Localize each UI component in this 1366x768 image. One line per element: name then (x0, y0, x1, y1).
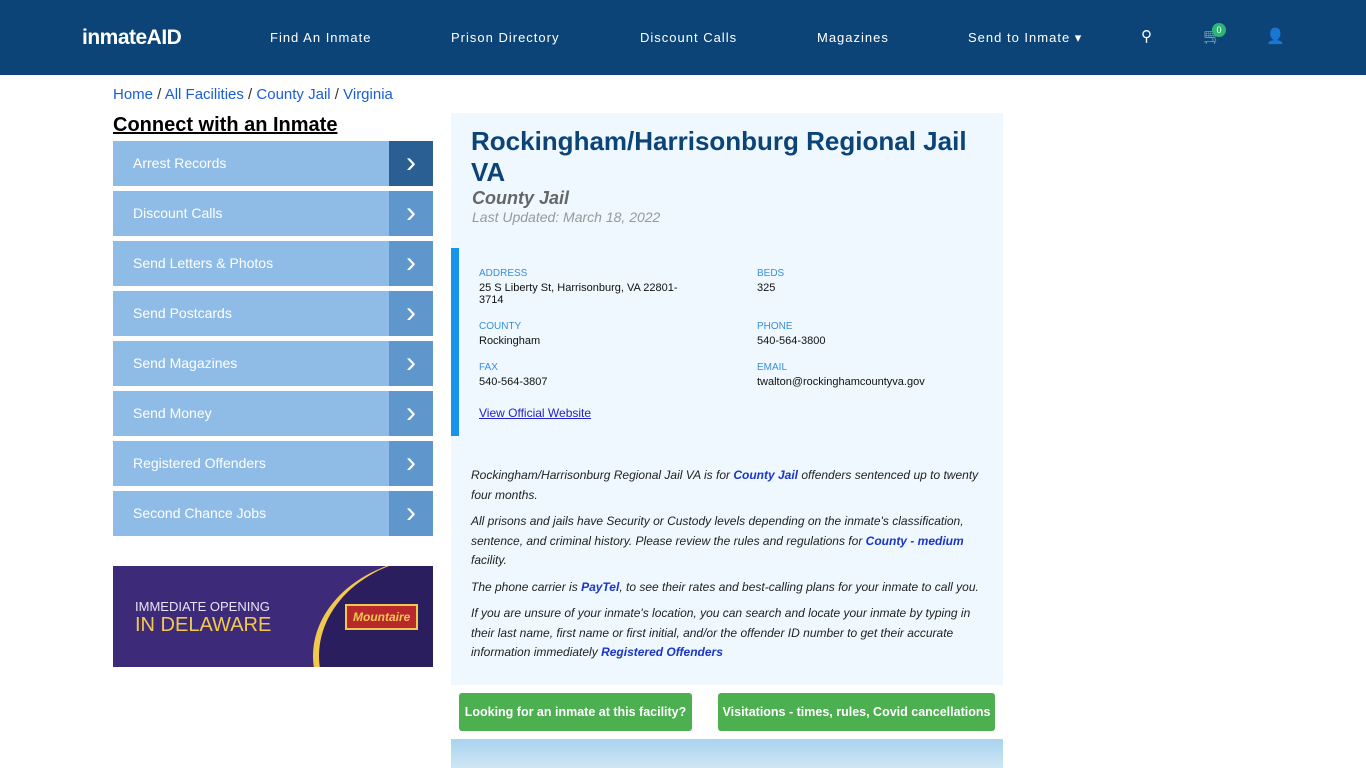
ad-line-1: IMMEDIATE OPENING (135, 599, 270, 614)
facility-type: County Jail (472, 188, 570, 208)
sidebar-item-discount-calls[interactable]: Discount Calls › (113, 191, 433, 236)
chevron-right-icon: › (389, 391, 433, 436)
sidebar-item-send-money[interactable]: Send Money › (113, 391, 433, 436)
sidebar-menu: Arrest Records › Discount Calls › Send Let… (113, 141, 433, 541)
phone-field: PHONE 540-564-3800 (757, 321, 826, 347)
top-nav: inmateAID Find An Inmate Prison Director… (0, 0, 1366, 75)
address-field: ADDRESS 25 S Liberty St, Harrisonburg, VA… (479, 268, 678, 306)
facility-info-card: ADDRESS 25 S Liberty St, Harrisonburg, VA… (451, 248, 1003, 436)
chevron-right-icon: › (389, 441, 433, 486)
security-level-link[interactable]: County - medium (865, 533, 964, 548)
chevron-right-icon: › (389, 241, 433, 286)
find-inmate-button[interactable]: Looking for an inmate at this facility? (459, 693, 692, 731)
sidebar-item-label: Second Chance Jobs (133, 505, 267, 521)
page-title: Rockingham/Harrisonburg Regional Jail VA (471, 126, 967, 187)
registered-offenders-link[interactable]: Registered Offenders (601, 645, 723, 659)
nav-send-to-inmate[interactable]: Send to Inmate ▾ (968, 30, 1083, 45)
breadcrumb-home[interactable]: Home (113, 86, 154, 103)
nav-magazines[interactable]: Magazines (817, 30, 889, 45)
cart-count-badge: 0 (1212, 23, 1226, 37)
visitation-button[interactable]: Visitations - times, rules, Covid cancel… (718, 693, 995, 731)
breadcrumb-virginia[interactable]: Virginia (343, 86, 393, 103)
sidebar-item-label: Discount Calls (133, 205, 223, 221)
sidebar-item-registered-offenders[interactable]: Registered Offenders › (113, 441, 433, 486)
chevron-right-icon: › (389, 291, 433, 336)
sidebar-item-label: Registered Offenders (133, 455, 266, 471)
sidebar-item-label: Send Magazines (133, 355, 238, 371)
chevron-right-icon: › (389, 491, 433, 536)
sidebar-item-second-chance-jobs[interactable]: Second Chance Jobs › (113, 491, 433, 536)
sidebar-item-send-letters[interactable]: Send Letters & Photos › (113, 241, 433, 286)
nav-discount-calls[interactable]: Discount Calls (640, 30, 738, 45)
sidebar-item-send-magazines[interactable]: Send Magazines › (113, 341, 433, 386)
user-icon[interactable]: 👤 (1266, 28, 1285, 45)
sidebar-item-label: Send Letters & Photos (133, 255, 274, 271)
last-updated: Last Updated: March 18, 2022 (472, 209, 661, 225)
chevron-right-icon: › (389, 141, 433, 186)
paytel-link[interactable]: PayTel (581, 579, 620, 594)
official-website-link[interactable]: View Official Website (479, 406, 592, 420)
email-field: EMAIL twalton@rockinghamcountyva.gov (757, 362, 925, 388)
search-icon[interactable]: ⚲ (1141, 28, 1152, 45)
chevron-right-icon: › (389, 191, 433, 236)
sidebar-item-label: Arrest Records (133, 155, 227, 171)
facility-photo (451, 739, 1003, 768)
ad-brand-logo: Mountaire (345, 604, 419, 630)
facility-description: Rockingham/Harrisonburg Regional Jail VA… (471, 468, 979, 659)
nav-find-inmate[interactable]: Find An Inmate (270, 30, 372, 45)
breadcrumb: Home / All Facilities / County Jail / Vi… (113, 86, 393, 103)
logo[interactable]: inmateAID (82, 26, 182, 49)
sidebar-item-label: Send Postcards (133, 305, 232, 321)
facility-panel: Rockingham/Harrisonburg Regional Jail VA… (451, 113, 1003, 685)
chevron-right-icon: › (389, 341, 433, 386)
breadcrumb-county-jail[interactable]: County Jail (256, 86, 331, 103)
sidebar-item-arrest-records[interactable]: Arrest Records › (113, 141, 433, 186)
breadcrumb-all-facilities[interactable]: All Facilities (164, 86, 244, 103)
advertisement-banner[interactable]: IMMEDIATE OPENING IN DELAWARE Mountaire (113, 566, 433, 667)
sidebar-item-label: Send Money (133, 405, 212, 421)
county-jail-link[interactable]: County Jail (733, 468, 799, 482)
sidebar-item-send-postcards[interactable]: Send Postcards › (113, 291, 433, 336)
beds-field: BEDS 325 (757, 268, 785, 294)
sidebar-title: Connect with an Inmate (113, 114, 338, 136)
county-field: COUNTY Rockingham (479, 321, 541, 347)
ad-line-2: IN DELAWARE (135, 614, 272, 636)
fax-field: FAX 540-564-3807 (479, 362, 548, 388)
nav-prison-directory[interactable]: Prison Directory (451, 30, 560, 45)
